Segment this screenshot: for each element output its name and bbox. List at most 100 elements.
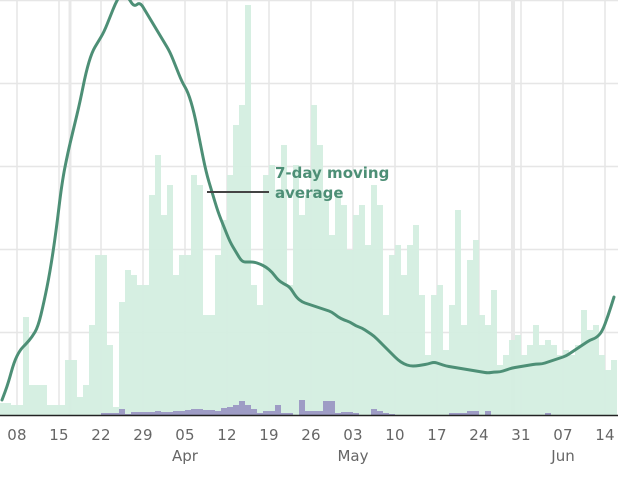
- bar: [575, 345, 581, 415]
- bar: [329, 401, 335, 415]
- bar: [215, 411, 221, 415]
- bar: [389, 255, 395, 415]
- bar: [155, 411, 161, 415]
- bar: [263, 175, 269, 415]
- bar: [167, 185, 173, 415]
- bar: [239, 401, 245, 415]
- bar: [371, 185, 377, 415]
- bar: [437, 285, 443, 415]
- bar: [293, 165, 299, 415]
- bar: [161, 412, 167, 415]
- x-tick-label: 17: [427, 426, 447, 444]
- bar: [149, 412, 155, 415]
- bar: [257, 305, 263, 415]
- bar: [491, 290, 497, 415]
- bar: [377, 205, 383, 415]
- bar: [401, 275, 407, 415]
- bar: [0, 403, 5, 415]
- bar: [467, 260, 473, 415]
- bar: [263, 411, 269, 415]
- bar: [569, 355, 575, 415]
- bar: [533, 325, 539, 415]
- bar: [371, 409, 377, 415]
- bar: [137, 412, 143, 415]
- bar: [473, 240, 479, 415]
- bar: [47, 405, 53, 415]
- bar: [473, 411, 479, 415]
- bar: [383, 315, 389, 415]
- x-tick-label: 22: [91, 426, 111, 444]
- bar: [35, 385, 41, 415]
- bar: [23, 317, 29, 415]
- bar: [227, 175, 233, 415]
- bar: [605, 370, 611, 415]
- bar: [275, 405, 281, 415]
- bar: [485, 325, 491, 415]
- bar: [449, 305, 455, 415]
- bar: [377, 411, 383, 415]
- bar: [449, 413, 455, 415]
- bar: [413, 225, 419, 415]
- bar: [431, 295, 437, 415]
- bar: [221, 220, 227, 415]
- bar: [89, 325, 95, 415]
- bar: [203, 410, 209, 415]
- bar: [329, 235, 335, 415]
- bar: [95, 255, 101, 415]
- x-tick-label: 19: [259, 426, 279, 444]
- bar: [257, 413, 263, 415]
- x-tick-label: 26: [301, 426, 321, 444]
- bar: [311, 105, 317, 415]
- bar: [359, 205, 365, 415]
- bar: [5, 403, 11, 415]
- bar: [209, 410, 215, 415]
- bar: [101, 413, 107, 415]
- bar: [587, 330, 593, 415]
- annotation-line-1: 7-day moving: [275, 164, 390, 182]
- bar: [107, 345, 113, 415]
- bar: [497, 365, 503, 415]
- bar: [155, 155, 161, 415]
- bar: [77, 397, 83, 415]
- bar: [83, 385, 89, 415]
- bar: [149, 195, 155, 415]
- bar: [323, 195, 329, 415]
- bar: [347, 412, 353, 415]
- bar: [191, 175, 197, 415]
- bar: [389, 414, 395, 415]
- bar: [593, 325, 599, 415]
- x-tick-label: 05: [175, 426, 195, 444]
- bar: [227, 407, 233, 415]
- bar: [221, 408, 227, 415]
- moving-average-line: [0, 0, 616, 402]
- bar: [341, 205, 347, 415]
- bar: [365, 245, 371, 415]
- bar: [281, 145, 287, 415]
- x-tick-label: 15: [49, 426, 69, 444]
- x-tick-label: 03: [343, 426, 363, 444]
- secondary-bars: [101, 400, 551, 415]
- bar: [137, 285, 143, 415]
- x-month-label: Jun: [551, 447, 575, 465]
- bar: [197, 409, 203, 415]
- bar: [461, 413, 467, 415]
- bar: [539, 345, 545, 415]
- bar: [143, 285, 149, 415]
- annotation-line-2: average: [275, 184, 344, 202]
- bar: [185, 255, 191, 415]
- bar: [395, 245, 401, 415]
- bar: [611, 360, 617, 415]
- bar: [455, 413, 461, 415]
- bar: [245, 405, 251, 415]
- x-month-label: May: [337, 447, 369, 465]
- bar: [443, 350, 449, 415]
- bar: [557, 355, 563, 415]
- bar: [251, 285, 257, 415]
- x-tick-label: 10: [385, 426, 405, 444]
- bar: [251, 409, 257, 415]
- bar: [515, 335, 521, 415]
- bar: [101, 255, 107, 415]
- bar: [173, 411, 179, 415]
- bar: [323, 401, 329, 415]
